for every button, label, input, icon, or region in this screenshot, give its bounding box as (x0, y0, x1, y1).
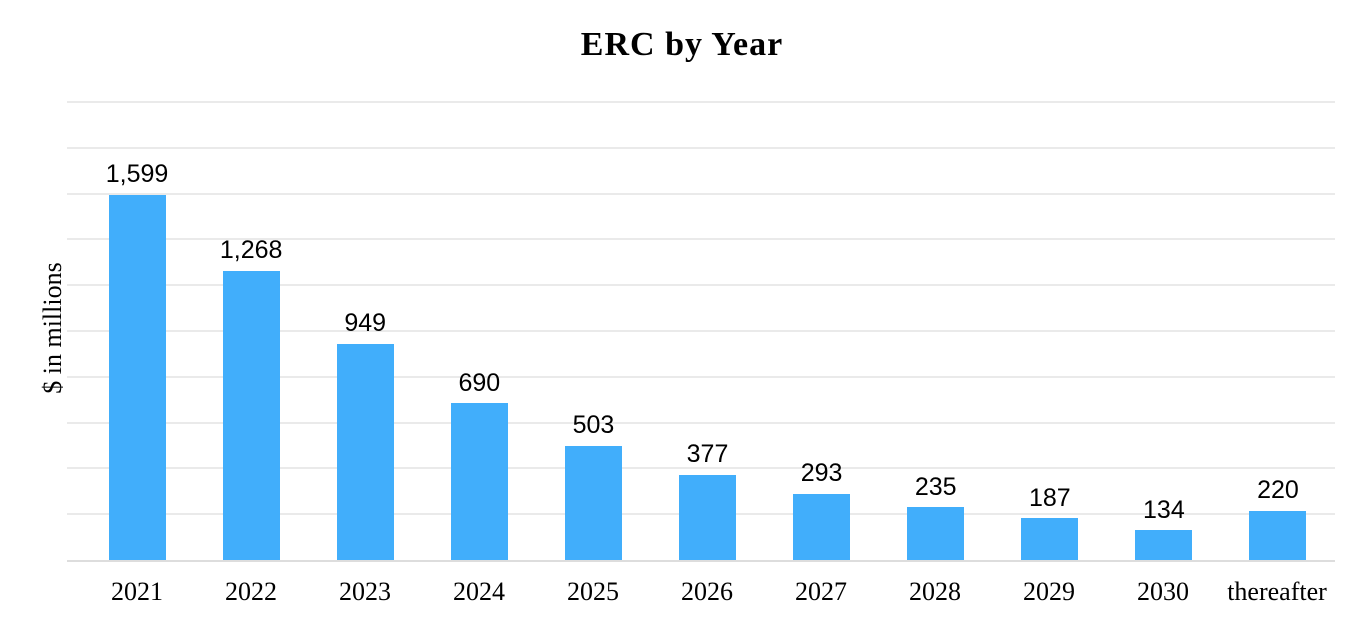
gridline (67, 375, 1335, 378)
x-tick-label: 2024 (453, 577, 505, 606)
bar-slot-thereafter: 220 (1221, 103, 1335, 561)
bar-value-label: 690 (458, 368, 501, 397)
x-tick-label: 2023 (339, 577, 391, 606)
bar-slot-2029: 187 (993, 103, 1107, 561)
x-tick-label: 2022 (225, 577, 277, 606)
bar-value-label: 1,599 (105, 160, 169, 189)
x-tick-label: 2028 (909, 577, 961, 606)
gridline (67, 421, 1335, 424)
x-tick-label: 2021 (111, 577, 163, 606)
gridline (67, 146, 1335, 149)
x-tick-label: 2025 (567, 577, 619, 606)
gridline (67, 330, 1335, 332)
bar-slot-2023: 949 (308, 103, 422, 561)
chart-title: ERC by Year (580, 26, 784, 63)
gridline (67, 467, 1335, 470)
bar-slot-2027: 293 (765, 103, 879, 561)
x-tick-label: 2026 (681, 577, 733, 606)
bar-value-label: 235 (914, 472, 957, 501)
bar-slot-2028: 235 (879, 103, 993, 561)
bar-value-label: 220 (1257, 476, 1299, 505)
bar-2030 (1135, 530, 1193, 561)
bar-2022 (222, 270, 280, 561)
x-tick-label: thereafter (1227, 577, 1327, 606)
x-axis-labels: 2021 2022 2023 2024 2025 2026 2027 2028 2029 2030… (80, 577, 1334, 607)
bar-slot-2022: 1,268 (194, 103, 308, 561)
plot-area: 1,599 1,268 949 690 503 377 293 235 187 134 220 (67, 101, 1335, 562)
bar-value-label: 293 (800, 459, 843, 488)
gridline (67, 192, 1335, 195)
x-axis-line (67, 560, 1335, 562)
gridline (67, 238, 1335, 241)
bar-value-label: 503 (572, 411, 615, 440)
bar-thereafter (1249, 510, 1307, 561)
x-tick-label: 2030 (1137, 577, 1189, 606)
bar-2024 (450, 403, 508, 561)
bar-value-label: 187 (1028, 483, 1071, 512)
bar-value-label: 377 (686, 440, 729, 469)
gridline (67, 284, 1335, 287)
bar-2027 (793, 493, 851, 561)
bar-2029 (1021, 518, 1079, 561)
bar-2028 (907, 507, 965, 561)
bar-slot-2030: 134 (1107, 103, 1221, 561)
x-tick-label: 2029 (1023, 577, 1075, 606)
bar-value-label: 134 (1143, 495, 1185, 524)
bar-2023 (336, 343, 394, 561)
bar-2025 (564, 445, 622, 561)
bar-slot-2024: 690 (422, 103, 536, 561)
bar-slot-2025: 503 (536, 103, 650, 561)
bar-slot-2026: 377 (650, 103, 764, 561)
bars-container: 1,599 1,268 949 690 503 377 293 235 187 134 220 (80, 103, 1335, 561)
y-axis-label: $ in millions (38, 262, 67, 394)
gridline (67, 101, 1335, 103)
x-tick-label: 2027 (795, 577, 847, 606)
bar-slot-2021: 1,599 (80, 103, 194, 561)
bar-2021 (108, 194, 166, 561)
bar-2026 (679, 474, 737, 561)
bar-value-label: 949 (344, 309, 387, 338)
bar-value-label: 1,268 (219, 236, 283, 265)
